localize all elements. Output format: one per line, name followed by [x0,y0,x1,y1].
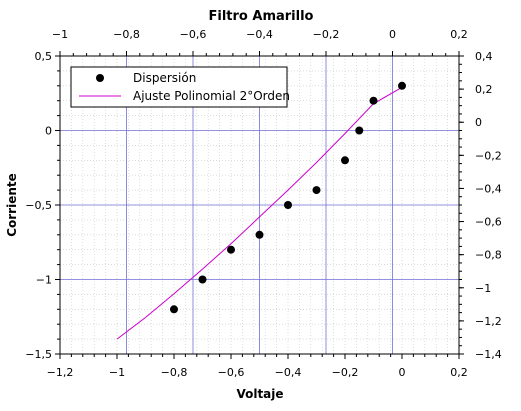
right-tick-label: −0,6 [475,216,502,229]
y-tick-label: −1 [36,274,52,287]
x-tick-label: −0,6 [218,366,245,379]
right-tick-label: −1,2 [475,315,502,328]
right-tick-label: −1 [475,282,491,295]
legend-fit-label: Ajuste Polinomial 2°Orden [133,89,290,103]
legend: Dispersión Ajuste Polinomial 2°Orden [71,67,290,107]
x-tick-label: −1 [109,366,125,379]
top-tick-label: −0,2 [313,28,340,41]
y-tick-label: 0 [45,125,52,138]
data-point [370,97,378,105]
top-tick-label: −0,8 [113,28,140,41]
right-tick-label: 0,4 [475,50,493,63]
top-tick-label: −0,6 [180,28,207,41]
top-tick-label: 0 [389,28,396,41]
data-point [355,127,363,135]
right-tick-label: −0,2 [475,149,502,162]
y-tick-label: −0,5 [25,199,52,212]
x-tick-label: 0 [399,366,406,379]
y-tick-label: 0,5 [35,50,53,63]
top-tick-label: 0,2 [450,28,468,41]
x-tick-label: −0,2 [332,366,359,379]
x-tick-label: −0,4 [275,366,302,379]
data-point [341,156,349,164]
data-point [170,305,178,313]
x-tick-label: 0,2 [450,366,468,379]
legend-scatter-label: Dispersión [133,71,196,85]
x-tick-label: −1,2 [47,366,74,379]
data-point [227,246,235,254]
data-point [284,201,292,209]
top-tick-label: −1 [52,28,68,41]
data-point [256,231,264,239]
y-axis-label: Corriente [5,173,19,237]
right-tick-label: 0 [475,116,482,129]
data-point [313,186,321,194]
top-tick-label: −0,4 [246,28,273,41]
data-point [398,82,406,90]
x-axis-label: Voltaje [236,387,283,401]
right-tick-label: −1,4 [475,348,502,361]
data-point [199,276,207,284]
right-tick-label: 0,2 [475,83,493,96]
legend-scatter-marker [96,74,104,82]
chart-title: Filtro Amarillo [209,9,314,24]
right-tick-label: −0,8 [475,249,502,262]
y-tick-label: −1,5 [25,348,52,361]
x-tick-label: −0,8 [161,366,188,379]
right-tick-label: −0,4 [475,182,502,195]
